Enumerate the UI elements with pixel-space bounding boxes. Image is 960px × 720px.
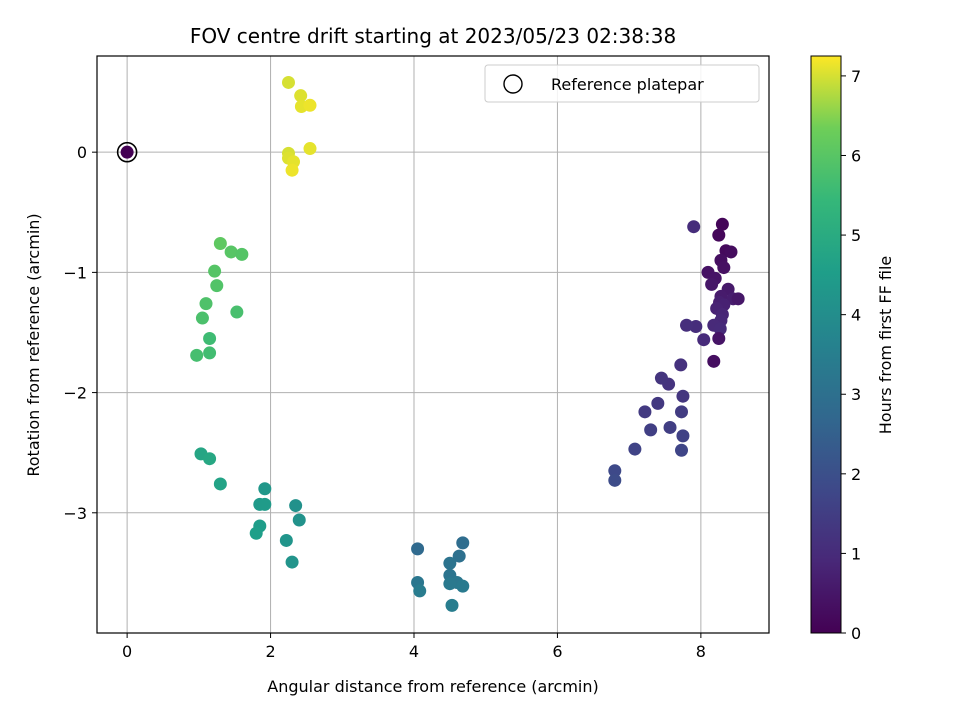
data-point (294, 89, 308, 103)
colorbar-tick-label: 2 (851, 465, 861, 484)
data-point (213, 237, 227, 251)
data-point (443, 556, 457, 570)
data-point (203, 452, 217, 466)
chart-title: FOV centre drift starting at 2023/05/23 … (190, 24, 676, 48)
data-point (258, 482, 272, 496)
data-point (676, 389, 690, 403)
colorbar-tick-label: 7 (851, 67, 861, 86)
axis-ticks: 0 2 4 6 8 0 −1 −2 −3 (63, 143, 706, 661)
data-point (638, 405, 652, 419)
data-point (663, 420, 677, 434)
legend-entry-label: Reference platepar (551, 75, 704, 94)
x-tick-label: 4 (409, 642, 419, 661)
data-point (456, 579, 470, 593)
data-point (452, 549, 466, 563)
data-point (285, 555, 299, 569)
data-point (608, 464, 622, 478)
data-point (208, 264, 222, 278)
data-point (675, 405, 689, 419)
data-point (203, 331, 217, 345)
data-point (199, 297, 213, 311)
data-point (195, 311, 209, 325)
colorbar-ticks: 0 1 2 3 4 5 6 7 (841, 67, 861, 643)
data-point (712, 228, 726, 242)
x-axis-label: Angular distance from reference (arcmin) (267, 677, 598, 696)
data-point (697, 333, 711, 347)
data-point (715, 217, 729, 231)
data-point (628, 442, 642, 456)
data-point (705, 277, 719, 291)
data-point (724, 245, 738, 259)
data-point (644, 423, 658, 437)
data-point (292, 513, 306, 527)
data-point (303, 142, 317, 156)
grid (97, 56, 769, 633)
data-point (235, 247, 249, 261)
scatter-points (120, 75, 745, 612)
colorbar-label: Hours from first FF file (876, 256, 895, 435)
data-point (443, 577, 457, 591)
data-point (680, 318, 694, 332)
y-tick-label: −2 (63, 384, 87, 403)
data-point (203, 346, 217, 360)
data-point (717, 261, 731, 275)
data-point (285, 163, 299, 177)
data-point (445, 598, 459, 612)
legend-marker-icon (503, 74, 523, 94)
x-tick-label: 8 (696, 642, 706, 661)
colorbar-tick-label: 5 (851, 226, 861, 245)
colorbar-tick-label: 6 (851, 146, 861, 165)
y-axis-label: Rotation from reference (arcmin) (24, 213, 43, 476)
data-point (674, 358, 688, 372)
data-point (249, 526, 263, 540)
data-point (289, 499, 303, 513)
data-point (456, 536, 470, 550)
legend: Reference platepar (484, 64, 760, 103)
colorbar-tick-label: 1 (851, 544, 861, 563)
x-tick-label: 2 (265, 642, 275, 661)
data-point (224, 245, 238, 259)
colorbar-tick-label: 0 (851, 624, 861, 643)
plot-frame (96, 55, 770, 634)
x-tick-label: 0 (122, 642, 132, 661)
y-tick-label: −1 (63, 263, 87, 282)
data-point (411, 542, 425, 556)
data-point (713, 322, 727, 336)
data-point (279, 533, 293, 547)
data-point (120, 145, 134, 159)
data-point (210, 279, 224, 293)
reference-marker-group (116, 141, 138, 163)
data-point (675, 443, 689, 457)
data-point (303, 98, 317, 112)
data-point (707, 354, 721, 368)
data-point (651, 396, 665, 410)
data-point (190, 348, 204, 362)
reference-platepar-marker (116, 141, 138, 163)
y-tick-label: 0 (77, 143, 87, 162)
data-point (654, 371, 668, 385)
data-point (413, 584, 427, 598)
data-point (712, 331, 726, 345)
colorbar-gradient (810, 55, 842, 634)
data-point (687, 220, 701, 234)
data-point (676, 429, 690, 443)
data-point (258, 497, 272, 511)
data-point (731, 292, 745, 306)
data-point (281, 75, 295, 89)
legend-box (484, 64, 760, 103)
colorbar: 0 1 2 3 4 5 6 7 Hours from first FF file (810, 55, 895, 643)
data-point (230, 305, 244, 319)
x-tick-label: 6 (552, 642, 562, 661)
colorbar-tick-label: 4 (851, 306, 861, 325)
y-tick-label: −3 (63, 504, 87, 523)
colorbar-tick-label: 3 (851, 385, 861, 404)
data-point (608, 473, 622, 487)
data-point (213, 477, 227, 491)
